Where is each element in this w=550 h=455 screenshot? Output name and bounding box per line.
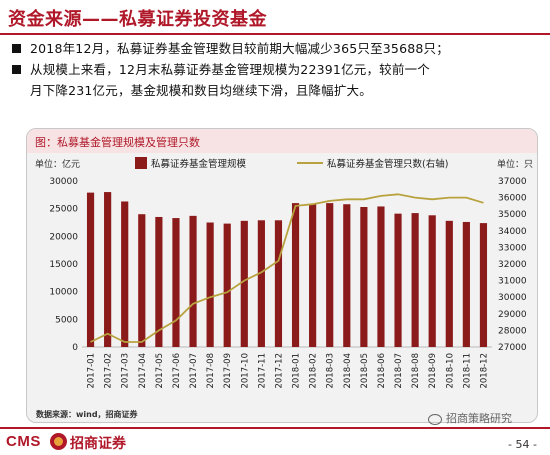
legend-bar-label: 私募证券基金管理规模: [151, 158, 247, 170]
x-tick-label: 2017-03: [121, 353, 131, 389]
cms-logo: CMS 招商证券: [4, 431, 154, 453]
bar: [86, 192, 95, 347]
square-bullet-icon: [12, 44, 21, 53]
x-tick-label: 2017-11: [257, 353, 267, 389]
y-tick-right: 27000: [498, 343, 527, 353]
chart-card: 图：私募基金管理规模及管理只数 单位：亿元 单位：只 私募证券基金管理规模 私募证券基…: [26, 128, 538, 423]
logo-cn-text: 招商证券: [70, 436, 126, 452]
x-tick-label: 2017-02: [104, 353, 114, 389]
y-tick-right: 37000: [498, 177, 527, 187]
bar: [326, 203, 334, 347]
x-tick-label: 2017-08: [206, 353, 216, 389]
bar: [411, 213, 419, 347]
footer-line: [0, 427, 550, 429]
legend-line-label: 私募证券基金管理只数(右轴): [327, 158, 448, 170]
x-tick-label: 2018-02: [309, 353, 319, 389]
series-line: [90, 193, 484, 343]
y-tick-left: 10000: [49, 288, 78, 298]
y-tick-left: 15000: [49, 260, 78, 270]
bar: [394, 213, 402, 347]
y-tick-left: 25000: [49, 205, 78, 215]
bar: [377, 206, 385, 347]
y-tick-left: 20000: [49, 232, 78, 242]
x-tick-label: 2018-04: [343, 353, 353, 389]
bar: [172, 218, 180, 347]
x-tick-label: 2018-07: [394, 353, 404, 389]
y-tick-right: 34000: [498, 227, 527, 237]
x-tick-label: 2017-12: [274, 353, 284, 389]
bar: [343, 204, 351, 347]
square-bullet-icon: [12, 65, 21, 74]
y-tick-right: 33000: [498, 243, 527, 253]
chart-svg: 单位：亿元 单位：只 私募证券基金管理规模 私募证券基金管理只数(右轴) 0 5000 10…: [35, 157, 533, 389]
bar: [121, 201, 129, 347]
x-tick-label: 2018-01: [292, 353, 302, 389]
bar: [462, 221, 470, 347]
bar: [206, 222, 214, 347]
y-tick-right: 30000: [498, 293, 527, 303]
x-tick-label: 2017-09: [223, 353, 233, 389]
x-tick-label: 2018-06: [377, 353, 387, 389]
x-tick-label: 2018-10: [445, 353, 455, 389]
bar: [291, 203, 300, 347]
x-tick-label: 2017-10: [240, 353, 250, 389]
x-tick-label: 2018-11: [462, 353, 472, 389]
page-title: 资金来源——私募证券投资基金: [8, 9, 267, 30]
logo-cms-text: CMS: [6, 433, 41, 450]
bullet-item: 2018年12月，私募证券基金管理数目较前期大幅减少365只至35688只；: [8, 38, 548, 59]
bullet-text: 从规模上来看，12月末私募证券基金管理规模为22391亿元，较前一个: [30, 62, 430, 77]
bar: [309, 204, 317, 347]
y-tick-right: 28000: [498, 326, 527, 336]
logo-emblem-icon: [50, 433, 67, 450]
y-tick-right: 36000: [498, 194, 527, 204]
bar: [274, 220, 283, 347]
x-tick-label: 2018-08: [411, 353, 421, 389]
x-tick-label: 2018-05: [360, 353, 370, 389]
bar: [189, 215, 197, 347]
bar: [223, 223, 231, 347]
x-tick-label: 2018-09: [428, 353, 438, 389]
bar: [428, 215, 436, 347]
chart-title: 图：私募基金管理规模及管理只数: [35, 136, 200, 149]
y-tick-left: 5000: [55, 315, 78, 325]
title-underline: [0, 33, 550, 35]
bullet-item: 从规模上来看，12月末私募证券基金管理规模为22391亿元，较前一个: [8, 59, 548, 80]
bar: [138, 214, 146, 347]
bar: [257, 220, 265, 347]
y-tick-right: 31000: [498, 277, 527, 287]
bullet-text: 月下降231亿元，基金规模和数目均继续下滑，且降幅扩大。: [30, 83, 372, 98]
x-tick-label: 2017-04: [138, 353, 148, 389]
bar: [479, 223, 488, 347]
y-tick-right: 29000: [498, 310, 527, 320]
x-tick-label: 2018-12: [479, 353, 489, 389]
bullet-continuation: 月下降231亿元，基金规模和数目均继续下滑，且降幅扩大。: [8, 80, 548, 101]
bar: [360, 207, 368, 347]
legend-bar-swatch: [135, 157, 147, 169]
bar: [155, 216, 163, 347]
x-tick-label: 2018-03: [326, 353, 336, 389]
bullet-list: 2018年12月，私募证券基金管理数目较前期大幅减少365只至35688只； 从…: [8, 38, 548, 101]
data-source: 数据来源：wind，招商证券: [36, 410, 138, 419]
chart-header: 图：私募基金管理规模及管理只数: [27, 129, 537, 153]
bar: [240, 220, 248, 347]
bullet-text: 2018年12月，私募证券基金管理数目较前期大幅减少365只至35688只；: [30, 41, 449, 56]
watermark-text: 招商策略研究: [446, 412, 512, 425]
bar: [104, 192, 112, 347]
title-bar: 资金来源——私募证券投资基金: [0, 0, 550, 35]
x-tick-label: 2017-07: [189, 353, 199, 389]
right-axis-unit: 单位：只: [497, 158, 533, 170]
watermark: 招商策略研究: [428, 410, 512, 426]
page-number: - 54 -: [508, 438, 537, 451]
wechat-icon: [428, 413, 442, 425]
x-tick-label: 2017-06: [172, 353, 182, 389]
y-tick-left: 0: [72, 343, 78, 353]
bar: [445, 220, 453, 347]
y-tick-left: 30000: [49, 177, 78, 187]
x-tick-label: 2017-05: [155, 353, 165, 389]
y-tick-right: 32000: [498, 260, 527, 270]
left-axis-unit: 单位：亿元: [35, 158, 80, 170]
y-tick-right: 35000: [498, 210, 527, 220]
x-tick-label: 2017-01: [87, 353, 97, 389]
